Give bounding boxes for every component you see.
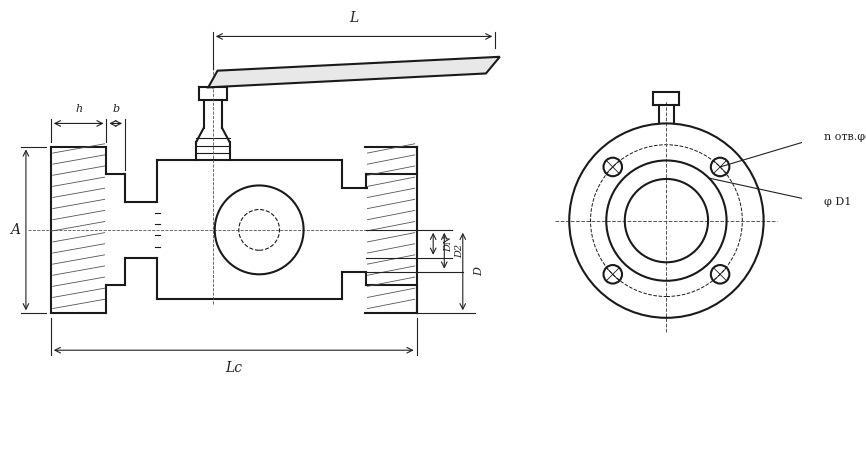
Polygon shape bbox=[208, 57, 500, 88]
Text: D2: D2 bbox=[456, 244, 464, 258]
Text: L: L bbox=[349, 11, 359, 25]
Text: φ D1: φ D1 bbox=[824, 197, 851, 207]
Text: h: h bbox=[75, 104, 82, 114]
Text: DN: DN bbox=[444, 236, 453, 252]
Text: Lc: Lc bbox=[225, 361, 242, 375]
Text: n отв.φd: n отв.φd bbox=[824, 132, 866, 142]
Text: D: D bbox=[474, 267, 484, 276]
Text: b: b bbox=[112, 104, 120, 114]
Text: A: A bbox=[10, 223, 20, 237]
